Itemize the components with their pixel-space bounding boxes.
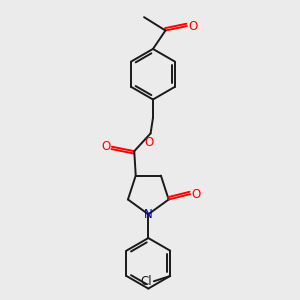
Text: O: O [145,136,154,149]
Text: Cl: Cl [141,275,152,288]
Text: O: O [188,20,198,33]
Text: O: O [101,140,110,153]
Text: O: O [192,188,201,201]
Text: N: N [144,208,153,221]
